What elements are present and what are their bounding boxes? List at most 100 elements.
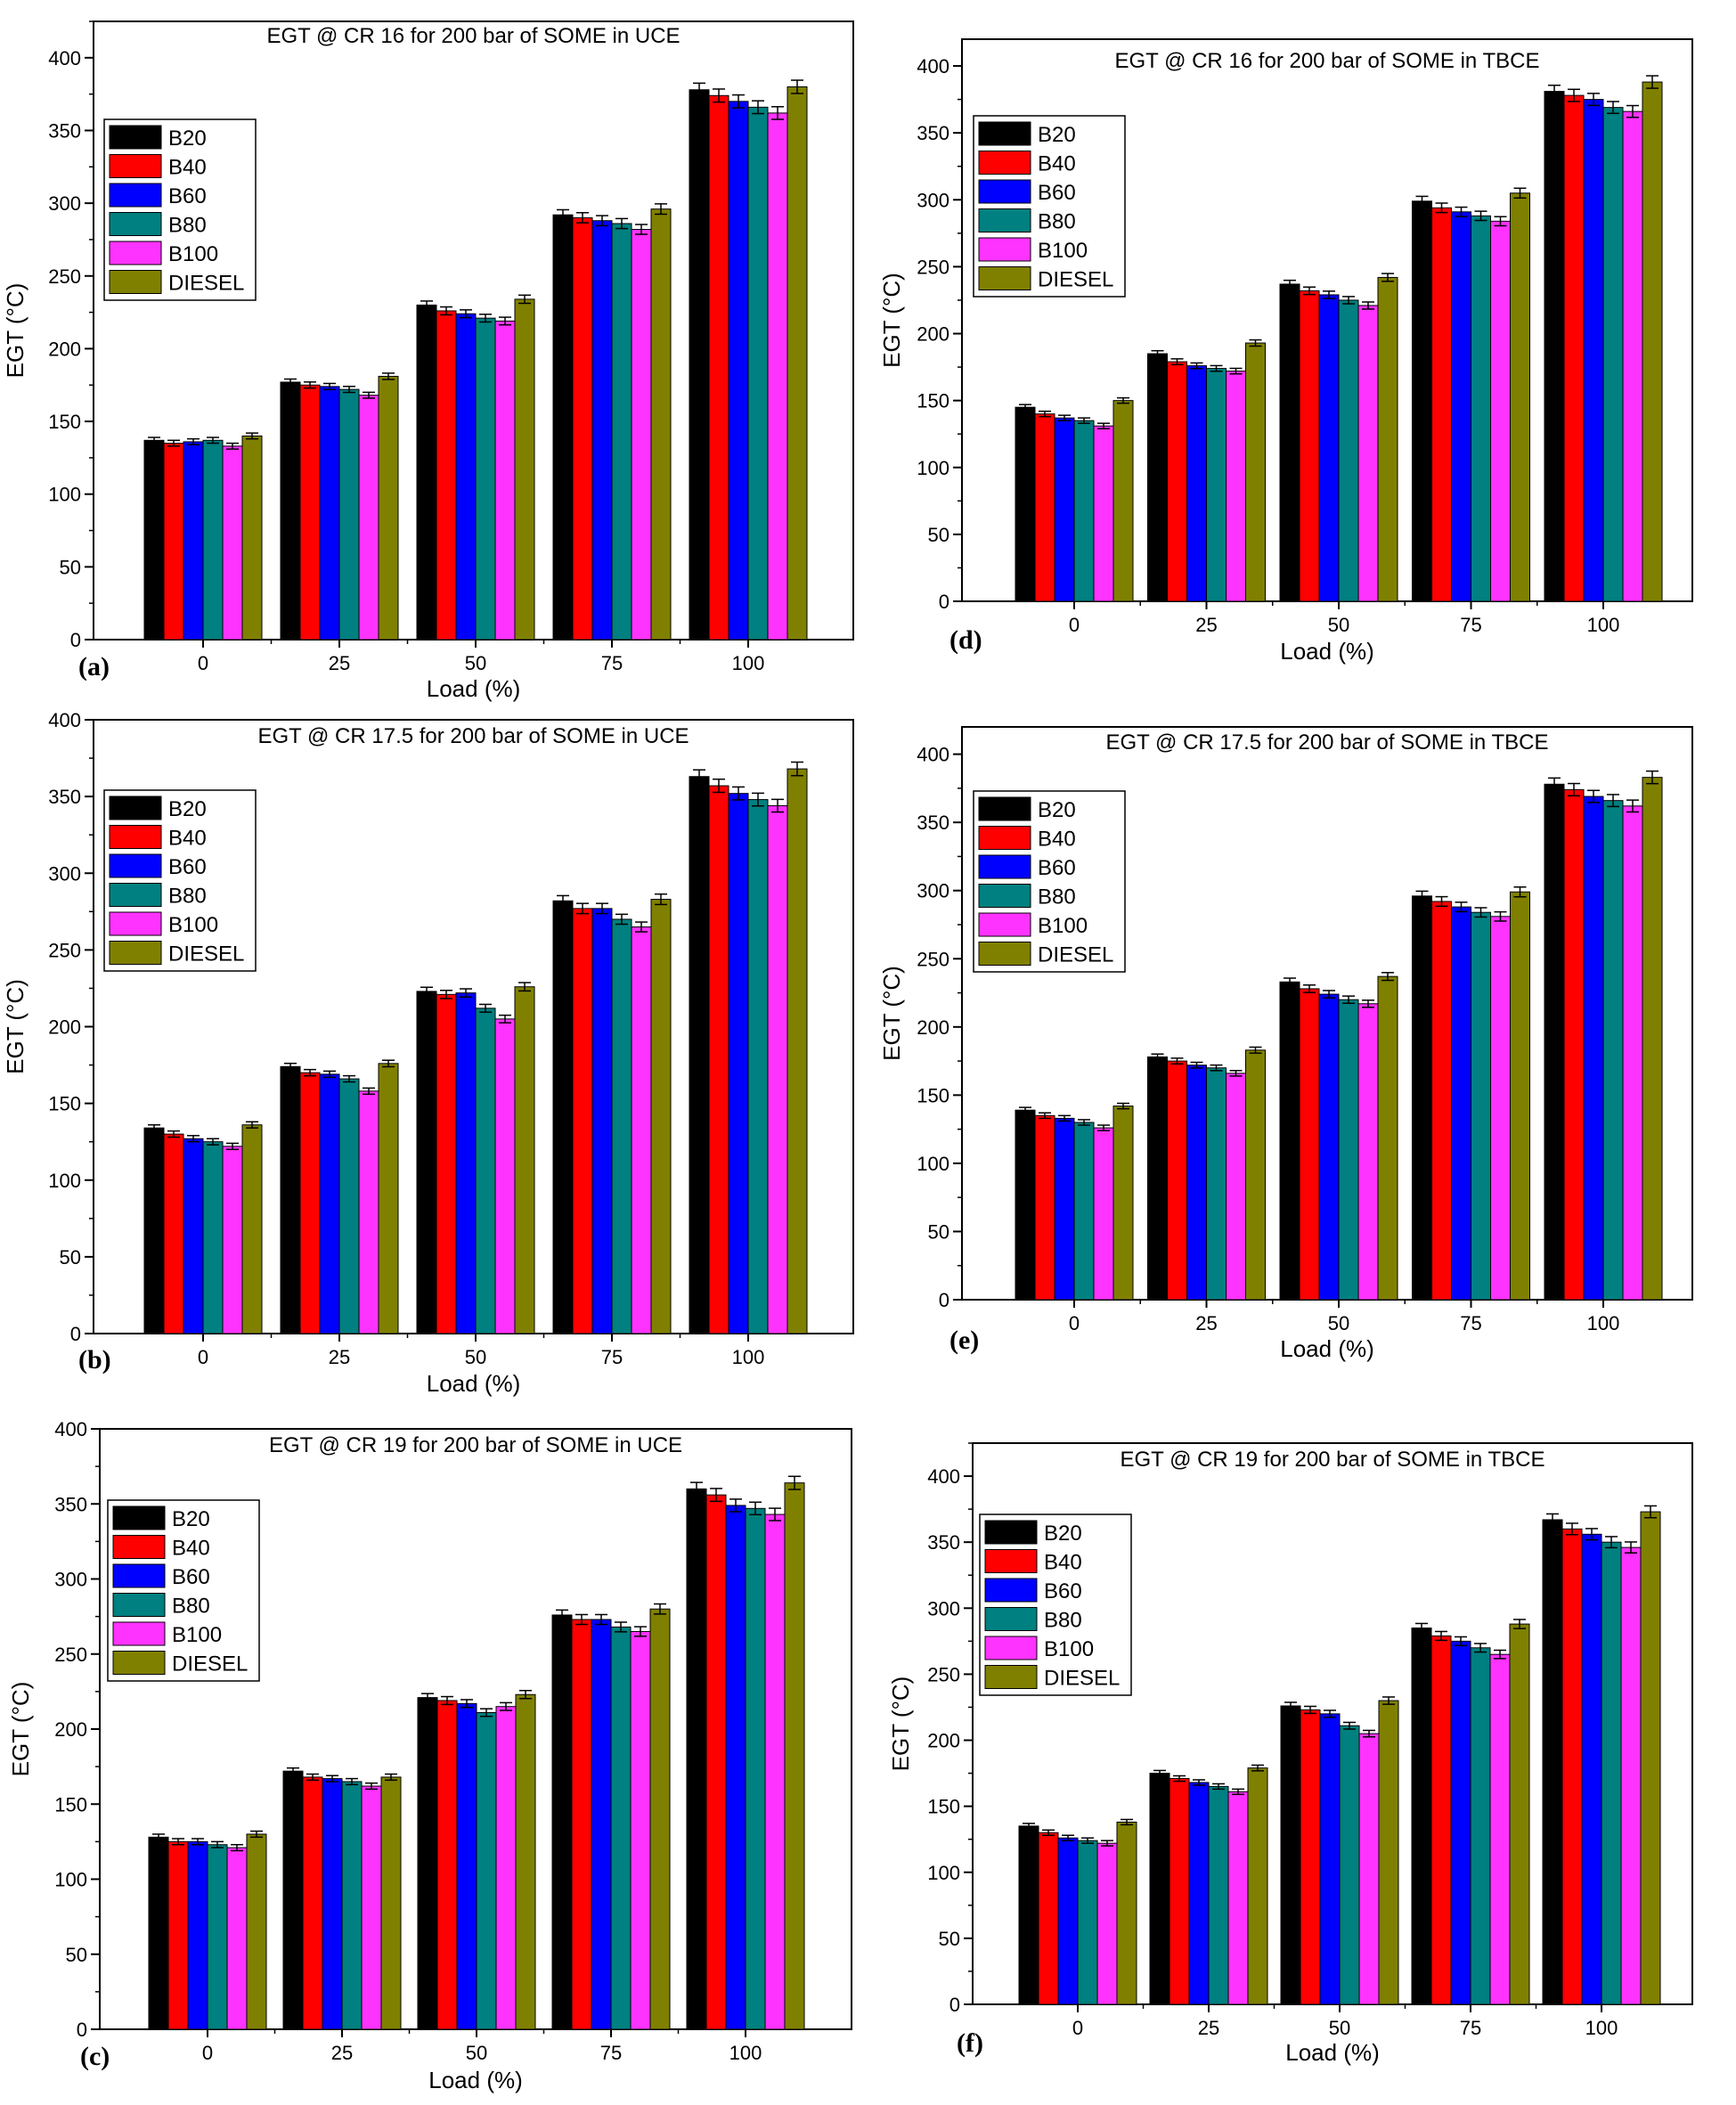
x-tick-label: 25 bbox=[331, 2042, 353, 2064]
y-tick-label: 0 bbox=[77, 2019, 87, 2041]
bar-b100-load-75 bbox=[630, 1630, 651, 2030]
legend-swatch-b40 bbox=[109, 825, 162, 849]
y-tick-label: 250 bbox=[48, 265, 81, 288]
bar-b100-load-50 bbox=[1357, 305, 1379, 602]
bar-b20-load-0 bbox=[1015, 1109, 1036, 1301]
legend-label-diesel: DIESEL bbox=[168, 272, 244, 296]
y-tick-label: 350 bbox=[48, 786, 81, 808]
panel-label: (a) bbox=[78, 652, 110, 681]
bar-b100-load-100 bbox=[1622, 805, 1643, 1301]
x-axis-title: Load (%) bbox=[427, 675, 521, 702]
y-tick-label: 200 bbox=[48, 1016, 81, 1039]
bar-b40-load-100 bbox=[1563, 788, 1585, 1301]
bar-b80-load-0 bbox=[1073, 420, 1095, 602]
legend-frame bbox=[979, 1513, 1132, 1696]
chart-title: EGT @ CR 19 for 200 bar of SOME in TBCE bbox=[1121, 1448, 1545, 1472]
x-tick-label: 25 bbox=[1195, 614, 1217, 636]
bar-b60-load-75 bbox=[1450, 1640, 1471, 2005]
y-tick-label: 300 bbox=[927, 1597, 960, 1620]
legend-swatch-b60 bbox=[112, 1563, 166, 1588]
chart-title: EGT @ CR 17.5 for 200 bar of SOME in TBC… bbox=[1105, 730, 1548, 755]
legend-label-diesel: DIESEL bbox=[1038, 943, 1113, 967]
legend-label-b40: B40 bbox=[168, 827, 207, 851]
bar-diesel-load-0 bbox=[1116, 1821, 1137, 2005]
bar-b20-load-0 bbox=[1015, 406, 1036, 602]
bar-b80-load-75 bbox=[1470, 1647, 1491, 2005]
bar-diesel-load-0 bbox=[1113, 1106, 1134, 1301]
x-tick-label: 0 bbox=[1072, 2017, 1083, 2039]
bar-b40-load-100 bbox=[708, 785, 729, 1334]
legend-swatch-b80 bbox=[978, 208, 1031, 233]
legend-label-b20: B20 bbox=[1038, 798, 1076, 822]
x-tick-label: 50 bbox=[465, 1346, 486, 1368]
legend-label-b40: B40 bbox=[168, 156, 207, 180]
bar-b80-load-25 bbox=[1208, 1785, 1229, 2005]
legend-label-diesel: DIESEL bbox=[1038, 268, 1113, 292]
bar-b20-load-100 bbox=[1544, 91, 1565, 602]
legend-swatch-b40 bbox=[109, 154, 162, 178]
y-tick-label: 150 bbox=[927, 1796, 960, 1818]
x-tick-label: 50 bbox=[1328, 614, 1349, 636]
y-tick-label: 200 bbox=[927, 1730, 960, 1752]
legend: B20 B40 B60 B80 B100 DIESEL bbox=[107, 1499, 260, 1682]
bar-diesel-load-75 bbox=[650, 208, 672, 640]
bar-b80-load-50 bbox=[475, 317, 496, 640]
bar-diesel-load-25 bbox=[1245, 1049, 1266, 1301]
legend-swatch-diesel bbox=[109, 270, 162, 294]
bar-b80-load-75 bbox=[611, 223, 632, 640]
bar-b20-load-75 bbox=[1412, 200, 1432, 602]
legend-swatch-b20 bbox=[109, 125, 162, 150]
legend-label-b80: B80 bbox=[168, 214, 207, 238]
y-tick-label: 150 bbox=[54, 1793, 87, 1815]
legend-label-b20: B20 bbox=[1044, 1522, 1082, 1546]
legend-label-b40: B40 bbox=[1044, 1551, 1082, 1575]
y-tick-label: 250 bbox=[917, 256, 950, 278]
bar-b80-load-50 bbox=[476, 1711, 497, 2030]
legend-swatch-b40 bbox=[978, 151, 1031, 175]
bar-b60-load-100 bbox=[725, 1505, 746, 2030]
bar-b20-load-75 bbox=[552, 214, 574, 640]
bar-b20-load-50 bbox=[416, 991, 437, 1334]
bar-b60-load-25 bbox=[1188, 1782, 1210, 2005]
legend-swatch-diesel bbox=[109, 941, 162, 965]
bar-b60-load-50 bbox=[1319, 1713, 1341, 2005]
y-tick-label: 50 bbox=[928, 524, 950, 546]
legend-swatch-b100 bbox=[978, 237, 1031, 262]
y-tick-label: 150 bbox=[917, 390, 950, 412]
legend-swatch-b40 bbox=[112, 1535, 166, 1559]
bar-b80-load-0 bbox=[202, 1141, 224, 1334]
bar-b60-load-25 bbox=[319, 1073, 340, 1334]
y-tick-label: 100 bbox=[917, 1153, 950, 1175]
bar-b60-load-75 bbox=[591, 1619, 612, 2030]
panel-label: (b) bbox=[78, 1345, 111, 1375]
legend-swatch-b60 bbox=[109, 853, 162, 878]
bar-b80-load-75 bbox=[610, 1626, 632, 2030]
bar-b60-load-100 bbox=[728, 101, 749, 640]
bar-b40-load-75 bbox=[572, 908, 593, 1334]
bar-b80-load-0 bbox=[1073, 1122, 1095, 1301]
bar-b60-load-0 bbox=[1057, 1837, 1079, 2005]
bar-b20-load-100 bbox=[689, 89, 710, 640]
y-axis-title: EGT (°C) bbox=[878, 966, 905, 1061]
bar-diesel-load-0 bbox=[246, 1833, 267, 2030]
bar-diesel-load-50 bbox=[1378, 1700, 1399, 2005]
y-tick-label: 300 bbox=[54, 1569, 87, 1591]
bar-diesel-load-50 bbox=[1377, 975, 1398, 1301]
x-tick-label: 25 bbox=[1195, 1312, 1217, 1334]
bar-diesel-load-25 bbox=[378, 375, 399, 640]
bar-b20-load-25 bbox=[1147, 1056, 1168, 1301]
bar-b60-load-0 bbox=[1054, 417, 1075, 602]
x-tick-label: 50 bbox=[465, 652, 486, 674]
bar-b20-load-50 bbox=[1279, 981, 1300, 1301]
legend-label-diesel: DIESEL bbox=[172, 1652, 248, 1677]
x-tick-label: 0 bbox=[1069, 614, 1080, 636]
bar-b40-load-0 bbox=[1034, 413, 1055, 602]
bar-diesel-load-50 bbox=[515, 1693, 536, 2030]
legend-label-b60: B60 bbox=[168, 855, 207, 879]
legend-swatch-b80 bbox=[984, 1607, 1038, 1631]
y-tick-label: 100 bbox=[48, 1170, 81, 1192]
bar-b60-load-0 bbox=[1054, 1117, 1075, 1301]
legend-label-b60: B60 bbox=[172, 1565, 210, 1589]
y-tick-label: 200 bbox=[917, 323, 950, 346]
bar-b40-load-100 bbox=[705, 1494, 727, 2030]
